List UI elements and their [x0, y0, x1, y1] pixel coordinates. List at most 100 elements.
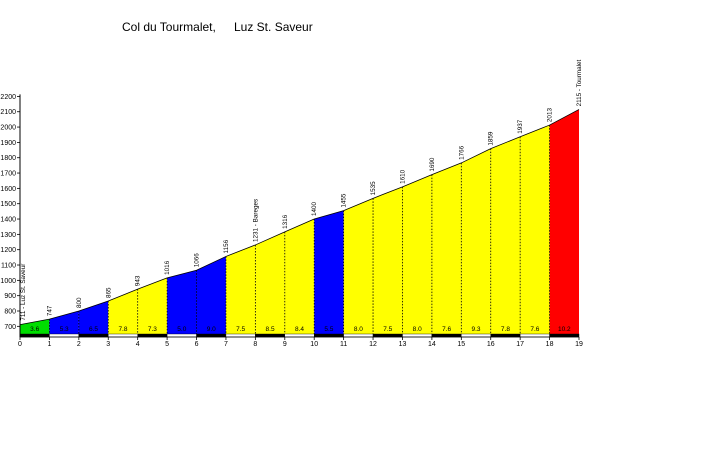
gradient-label: 5.3 [60, 326, 69, 333]
segment-area [167, 270, 197, 334]
gradient-label: 9.0 [207, 326, 216, 333]
chart-title: Col du Tourmalet, [122, 20, 216, 34]
km-bar-block [78, 333, 109, 338]
y-tick-label: 1300 [0, 232, 16, 239]
elevation-label: 865 [105, 287, 112, 298]
x-tick-label: 10 [310, 341, 318, 348]
y-tick-label: 1500 [0, 201, 16, 208]
km-bar-block [402, 333, 433, 338]
x-tick-label: 0 [18, 341, 22, 348]
y-tick-label: 1100 [1, 263, 16, 270]
profile-line [19, 109, 580, 326]
gradient-label: 7.8 [501, 326, 510, 333]
km-bar-block [284, 333, 315, 338]
segment-area [373, 186, 403, 334]
km-bar-block [519, 333, 550, 338]
x-tick-label: 16 [487, 341, 495, 348]
y-tick-label: 1800 [0, 155, 16, 162]
km-bar-block [490, 333, 521, 338]
km-bar-block [372, 333, 403, 338]
elevation-label: 1610 [399, 169, 406, 184]
chart-header: Col du Tourmalet, Luz St. Saveur [0, 20, 720, 34]
segment-area [549, 109, 579, 334]
x-tick-label: 14 [428, 341, 436, 348]
km-bar-block [137, 333, 168, 338]
y-tick-label: 2200 [0, 94, 16, 101]
elevation-label: 1690 [429, 157, 436, 172]
km-bar-block [108, 333, 138, 338]
gradient-label: 5.5 [324, 326, 333, 333]
elevation-label: 800 [76, 297, 83, 308]
x-tick-label: 18 [546, 341, 554, 348]
segment-area [461, 148, 491, 334]
segment-area [49, 311, 79, 334]
segment-area [108, 289, 138, 334]
x-tick-label: 8 [253, 341, 257, 348]
gradient-label: 8.0 [413, 326, 422, 333]
segment-area [255, 231, 285, 334]
y-tick-label: 1700 [0, 171, 16, 178]
gradient-label: 7.6 [530, 326, 539, 333]
km-bar-block [196, 333, 227, 338]
km-bar-block [343, 333, 374, 338]
km-bar-block [225, 333, 256, 338]
segment-area [78, 301, 109, 334]
segment-area [490, 136, 521, 334]
segment-area [520, 125, 550, 334]
x-tick-label: 19 [575, 341, 583, 348]
x-tick-label: 17 [516, 341, 524, 348]
segment-area [431, 162, 462, 334]
km-bar-block [166, 333, 197, 338]
x-tick-label: 6 [195, 341, 199, 348]
elevation-label: 1455 [341, 193, 348, 208]
elevation-label: 1066 [194, 253, 201, 268]
x-tick-label: 1 [47, 341, 51, 348]
y-tick-label: 1000 [0, 278, 16, 285]
x-tick-label: 5 [165, 341, 169, 348]
elevation-label: 943 [135, 275, 142, 286]
elevation-label: 1016 [164, 260, 171, 275]
segment-area [137, 277, 168, 334]
segment-area [284, 219, 315, 334]
x-tick-label: 13 [399, 341, 407, 348]
gradient-label: 7.5 [383, 326, 392, 333]
y-tick-label: 1200 [0, 247, 16, 254]
km-bar-block [431, 333, 462, 338]
elevation-label: 1316 [282, 214, 289, 229]
x-tick-label: 4 [136, 341, 140, 348]
elevation-label: 2013 [547, 108, 554, 123]
elevation-label: 2115 - Tourmalet [576, 60, 583, 107]
gradient-label: 7.5 [236, 326, 245, 333]
km-bar-block [255, 333, 285, 338]
y-tick-label: 1600 [0, 186, 16, 193]
x-tick-label: 7 [224, 341, 228, 348]
gradient-label: 8.5 [266, 326, 275, 333]
segment-area [20, 319, 50, 334]
km-bar-block [19, 333, 50, 338]
gradient-label: 6.5 [89, 326, 98, 333]
x-tick-label: 9 [283, 341, 287, 348]
km-bar-block [314, 333, 344, 338]
gradient-label: 7.6 [442, 326, 451, 333]
segment-area [225, 244, 256, 334]
gradient-label: 7.8 [118, 326, 127, 333]
x-tick-label: 15 [457, 341, 465, 348]
gradient-label: 10.2 [558, 326, 571, 333]
elevation-label: 1535 [370, 181, 377, 196]
km-bar-block [461, 333, 491, 338]
gradient-label: 9.3 [472, 326, 481, 333]
km-bar-block [49, 333, 80, 338]
gradient-label: 8.0 [354, 326, 363, 333]
segment-area [196, 256, 226, 334]
gradient-label: 7.3 [148, 326, 157, 333]
gradient-label: 8.4 [295, 326, 304, 333]
elevation-label: 1231 - Bareges [252, 199, 259, 242]
segment-area [402, 174, 432, 334]
segment-area [314, 210, 344, 334]
y-tick-label: 900 [4, 293, 16, 300]
y-tick-label: 700 [4, 324, 16, 331]
x-tick-label: 3 [106, 341, 110, 348]
elevation-label: 747 [46, 305, 53, 316]
elevation-label: 711 - Luz St. Saveur [20, 264, 27, 321]
